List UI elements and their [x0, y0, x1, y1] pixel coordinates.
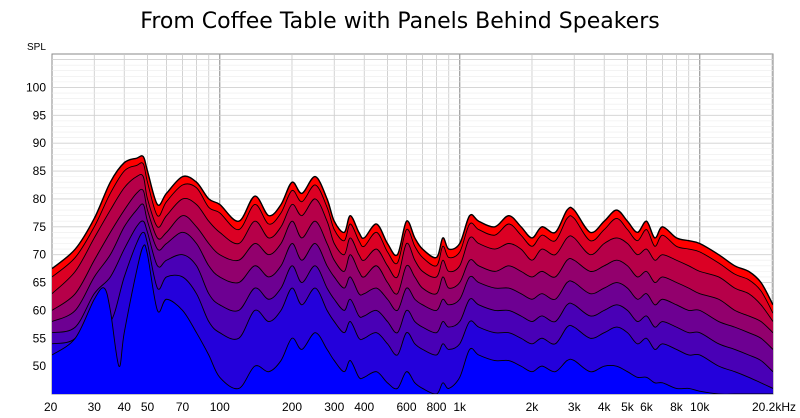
y-tick-label: 80 — [33, 192, 47, 206]
y-tick-label: 75 — [33, 220, 47, 234]
x-tick-label: 3k — [568, 400, 582, 414]
y-tick-label: 60 — [33, 303, 47, 317]
x-tick-label: 2k — [526, 400, 540, 414]
series-line — [52, 244, 773, 394]
x-tick-label: 6k — [640, 400, 654, 414]
y-tick-label: 70 — [33, 248, 47, 262]
y-tick-labels: 50 55 60 65 70 75 80 85 90 95 100 — [26, 80, 46, 373]
y-tick-label: 100 — [26, 80, 46, 94]
x-tick-label: 70 — [176, 400, 190, 414]
x-tick-label: 200 — [282, 400, 302, 414]
x-tick-label: 100 — [210, 400, 230, 414]
series-line — [52, 174, 773, 322]
x-tick-label: 40 — [118, 400, 132, 414]
series-line — [52, 188, 773, 334]
chart-title: From Coffee Table with Panels Behind Spe… — [140, 9, 659, 34]
x-tick-label: 300 — [324, 400, 344, 414]
series-areas — [52, 155, 773, 394]
x-tick-label: 4k — [598, 400, 612, 414]
y-tick-label: 85 — [33, 164, 47, 178]
series-line — [52, 203, 773, 350]
x-tick-label: 10k — [690, 400, 710, 414]
x-tick-label: 400 — [354, 400, 374, 414]
series-line — [52, 155, 773, 306]
x-tick-label: 600 — [396, 400, 416, 414]
series-line — [52, 231, 773, 389]
x-tick-label: 5k — [621, 400, 635, 414]
x-tick-label: 20 — [44, 400, 58, 414]
series-area — [52, 232, 773, 394]
y-axis-label: SPL — [27, 42, 46, 53]
series-line — [52, 220, 773, 373]
series-line — [52, 162, 773, 314]
x-tick-label: 30 — [88, 400, 102, 414]
x-tick-label: 20.2kHz — [752, 400, 796, 414]
y-tick-label: 50 — [33, 359, 47, 373]
y-tick-label: 90 — [33, 136, 47, 150]
x-tick-label: 8k — [670, 400, 684, 414]
y-tick-label: 65 — [33, 276, 47, 290]
y-tick-label: 95 — [33, 108, 47, 122]
series-area — [52, 244, 773, 394]
x-tick-label: 50 — [141, 400, 155, 414]
x-tick-label: 1k — [453, 400, 467, 414]
y-tick-label: 55 — [33, 331, 47, 345]
x-tick-labels: 20 30 40 50 70 100 200 300 400 600 800 1k 2k 3k 4k 5k 6k… — [44, 400, 796, 414]
x-tick-label: 800 — [426, 400, 446, 414]
